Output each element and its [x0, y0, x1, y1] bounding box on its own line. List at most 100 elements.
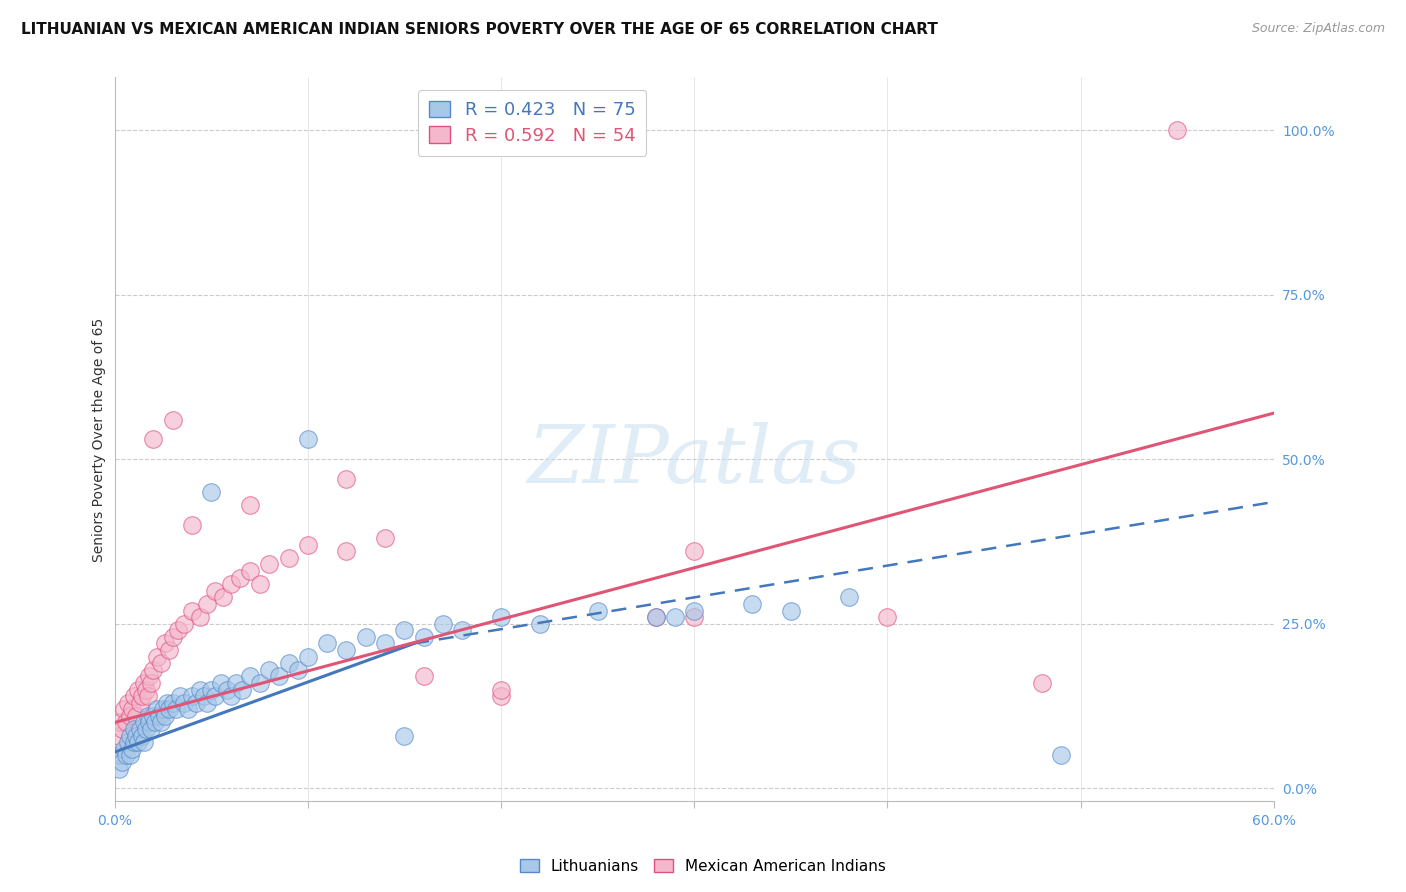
Point: [112, 741, 135, 756]
Point: [177, 702, 200, 716]
Point: [173, 696, 195, 710]
Point: [121, 702, 143, 716]
Point: [121, 741, 143, 756]
Point: [128, 696, 150, 710]
Point: [335, 643, 357, 657]
Point: [489, 610, 512, 624]
Point: [112, 702, 135, 716]
Point: [1050, 748, 1073, 763]
Legend: Lithuanians, Mexican American Indians: Lithuanians, Mexican American Indians: [515, 853, 891, 880]
Point: [132, 715, 155, 730]
Point: [644, 610, 666, 624]
Point: [153, 709, 176, 723]
Point: [335, 472, 357, 486]
Point: [204, 689, 226, 703]
Point: [215, 682, 238, 697]
Point: [239, 669, 262, 683]
Point: [115, 715, 138, 730]
Point: [249, 676, 271, 690]
Point: [297, 538, 319, 552]
Y-axis label: Seniors Poverty Over the Age of 65: Seniors Poverty Over the Age of 65: [93, 318, 107, 562]
Point: [181, 518, 204, 533]
Point: [297, 649, 319, 664]
Point: [122, 689, 145, 703]
Point: [374, 531, 396, 545]
Point: [412, 630, 434, 644]
Point: [153, 636, 176, 650]
Point: [335, 544, 357, 558]
Point: [219, 577, 242, 591]
Point: [138, 669, 160, 683]
Point: [146, 649, 169, 664]
Point: [287, 663, 309, 677]
Point: [394, 729, 416, 743]
Point: [120, 729, 142, 743]
Point: [188, 682, 211, 697]
Point: [141, 722, 163, 736]
Point: [128, 722, 150, 736]
Point: [683, 544, 706, 558]
Point: [239, 564, 262, 578]
Point: [838, 591, 860, 605]
Point: [122, 722, 145, 736]
Point: [138, 715, 160, 730]
Point: [122, 735, 145, 749]
Text: Source: ZipAtlas.com: Source: ZipAtlas.com: [1251, 22, 1385, 36]
Point: [117, 696, 139, 710]
Point: [142, 663, 165, 677]
Point: [142, 709, 165, 723]
Point: [146, 702, 169, 716]
Point: [257, 663, 280, 677]
Point: [354, 630, 377, 644]
Point: [181, 603, 204, 617]
Point: [277, 657, 299, 671]
Point: [125, 709, 148, 723]
Point: [136, 689, 159, 703]
Point: [135, 722, 157, 736]
Point: [586, 603, 609, 617]
Point: [181, 689, 204, 703]
Point: [162, 696, 184, 710]
Point: [111, 722, 134, 736]
Point: [374, 636, 396, 650]
Point: [209, 676, 232, 690]
Point: [229, 571, 252, 585]
Point: [135, 682, 157, 697]
Point: [225, 676, 247, 690]
Point: [239, 498, 262, 512]
Text: ZIPatlas: ZIPatlas: [527, 423, 860, 500]
Point: [156, 696, 179, 710]
Point: [143, 715, 166, 730]
Point: [120, 748, 142, 763]
Point: [277, 550, 299, 565]
Point: [257, 558, 280, 572]
Point: [412, 669, 434, 683]
Point: [131, 689, 153, 703]
Legend: R = 0.423   N = 75, R = 0.592   N = 54: R = 0.423 N = 75, R = 0.592 N = 54: [418, 90, 647, 155]
Point: [117, 735, 139, 749]
Point: [136, 709, 159, 723]
Point: [741, 597, 763, 611]
Point: [316, 636, 339, 650]
Point: [200, 682, 222, 697]
Point: [152, 702, 174, 716]
Point: [1166, 123, 1188, 137]
Point: [779, 603, 801, 617]
Point: [876, 610, 898, 624]
Point: [157, 702, 180, 716]
Point: [394, 624, 416, 638]
Point: [683, 603, 706, 617]
Point: [141, 676, 163, 690]
Point: [167, 624, 190, 638]
Point: [107, 729, 129, 743]
Point: [231, 682, 253, 697]
Point: [193, 689, 215, 703]
Point: [127, 735, 149, 749]
Point: [173, 616, 195, 631]
Point: [132, 676, 155, 690]
Point: [150, 657, 173, 671]
Point: [644, 610, 666, 624]
Point: [110, 748, 132, 763]
Point: [683, 610, 706, 624]
Point: [162, 413, 184, 427]
